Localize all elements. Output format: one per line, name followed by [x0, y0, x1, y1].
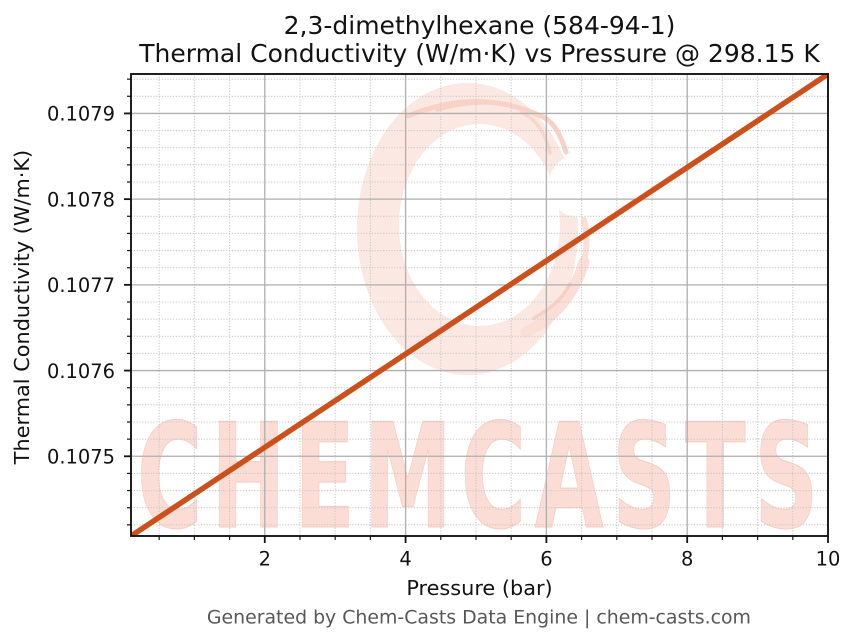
- watermark-tail-bottom: [520, 256, 590, 338]
- y-axis-label: Thermal Conductivity (W/m·K): [10, 150, 34, 465]
- x-tick-label: 2: [259, 548, 271, 571]
- axis-ticks: [124, 78, 829, 543]
- x-tick-labels: 2 4 6 8 10: [259, 548, 841, 571]
- y-tick-label: 0.1079: [47, 103, 115, 126]
- series-line: [131, 74, 828, 536]
- y-tick-label: 0.1076: [47, 360, 115, 383]
- x-tick-label: 6: [540, 548, 552, 571]
- x-axis-label: Pressure (bar): [406, 576, 552, 600]
- y-tick-labels: 0.1075 0.1076 0.1077 0.1078 0.1079: [47, 103, 115, 469]
- watermark-ring-gap: [548, 155, 608, 217]
- watermark-swoosh-top-inner: [435, 101, 527, 112]
- x-tick-label: 8: [681, 548, 693, 571]
- footer-text: Generated by Chem-Casts Data Engine | ch…: [207, 607, 751, 629]
- y-tick-label: 0.1077: [47, 274, 115, 297]
- watermark: CHEMCASTS: [137, 83, 827, 562]
- watermark-swoosh-top: [405, 99, 569, 155]
- plot-border: [130, 73, 829, 537]
- x-tick-label: 4: [399, 548, 411, 571]
- title-line-1: 2,3-dimethylhexane (584-94-1): [284, 11, 676, 40]
- watermark-text: CHEMCASTS: [137, 393, 827, 562]
- watermark-tail-bottom-inner: [532, 282, 572, 320]
- watermark-ring: [357, 83, 578, 375]
- y-tick-label: 0.1075: [47, 445, 115, 468]
- x-tick-label: 10: [816, 548, 841, 571]
- watermark-tail-bottom-tip: [581, 217, 590, 265]
- grid-major: [131, 74, 829, 536]
- y-tick-label: 0.1078: [47, 188, 115, 211]
- title-line-2: Thermal Conductivity (W/m·K) vs Pressure…: [138, 39, 820, 68]
